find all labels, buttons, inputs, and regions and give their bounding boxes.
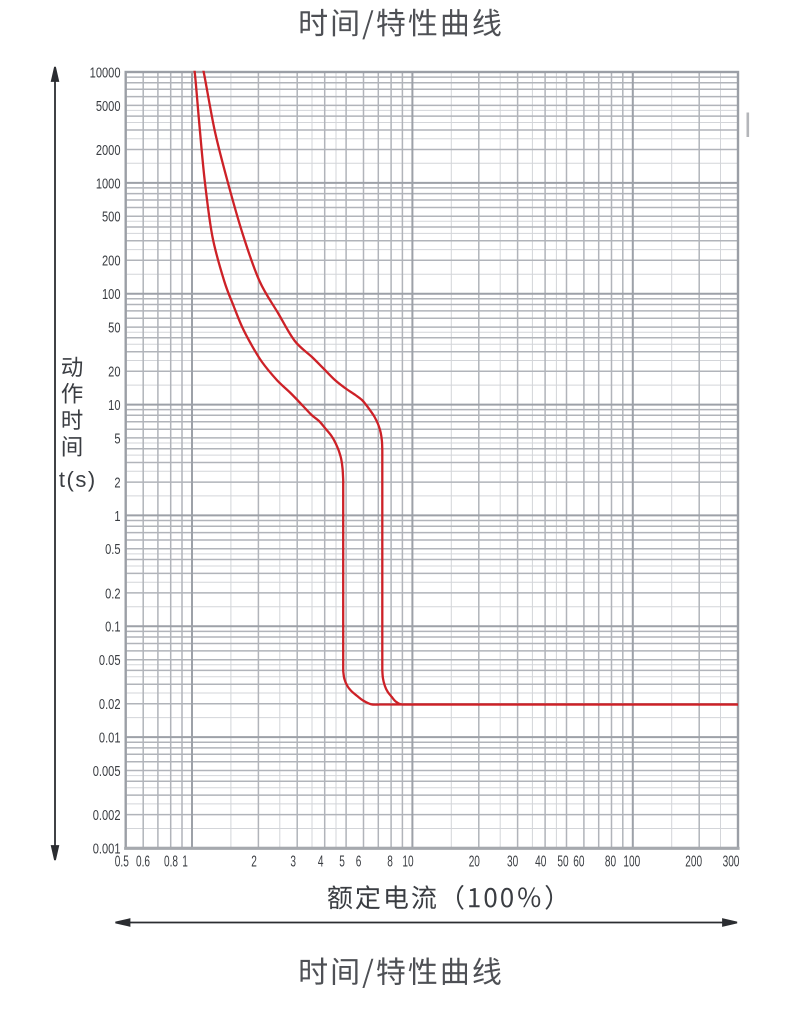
svg-text:0.001: 0.001 — [93, 840, 121, 857]
svg-text:t(s): t(s) — [59, 467, 97, 492]
svg-text:40: 40 — [535, 852, 546, 870]
svg-text:0.002: 0.002 — [93, 806, 121, 823]
svg-text:5: 5 — [114, 430, 120, 447]
svg-text:0.005: 0.005 — [93, 762, 121, 779]
svg-text:0.02: 0.02 — [99, 696, 121, 713]
svg-text:60: 60 — [573, 852, 584, 870]
svg-text:1: 1 — [182, 852, 188, 870]
svg-text:0.8: 0.8 — [164, 852, 178, 870]
svg-text:6: 6 — [356, 852, 362, 870]
svg-text:100: 100 — [623, 852, 640, 870]
svg-text:300: 300 — [723, 852, 740, 870]
svg-text:0.6: 0.6 — [136, 852, 150, 870]
svg-text:1: 1 — [114, 507, 120, 524]
svg-text:5: 5 — [339, 852, 345, 870]
svg-text:0.05: 0.05 — [99, 651, 121, 668]
svg-text:20: 20 — [469, 852, 480, 870]
svg-text:1000: 1000 — [96, 175, 121, 192]
svg-text:10000: 10000 — [90, 64, 121, 81]
svg-text:0.01: 0.01 — [99, 729, 121, 746]
svg-text:0.2: 0.2 — [105, 585, 120, 602]
svg-text:30: 30 — [507, 852, 518, 870]
svg-text:0.5: 0.5 — [115, 852, 129, 870]
svg-text:3: 3 — [290, 852, 296, 870]
svg-text:2: 2 — [251, 852, 257, 870]
svg-text:50: 50 — [108, 319, 120, 336]
svg-text:200: 200 — [102, 252, 121, 269]
svg-text:10: 10 — [402, 852, 413, 870]
svg-text:100: 100 — [102, 285, 121, 302]
svg-text:0.5: 0.5 — [105, 541, 120, 558]
svg-text:10: 10 — [108, 396, 120, 413]
svg-text:0.1: 0.1 — [105, 618, 120, 635]
svg-text:500: 500 — [102, 208, 121, 225]
svg-text:5000: 5000 — [96, 97, 121, 114]
svg-text:4: 4 — [318, 852, 324, 870]
svg-text:200: 200 — [685, 852, 702, 870]
svg-text:8: 8 — [387, 852, 393, 870]
svg-text:2000: 2000 — [96, 141, 121, 158]
svg-text:2: 2 — [114, 474, 120, 491]
svg-text:20: 20 — [108, 363, 120, 380]
svg-text:80: 80 — [605, 852, 616, 870]
svg-text:50: 50 — [557, 852, 568, 870]
